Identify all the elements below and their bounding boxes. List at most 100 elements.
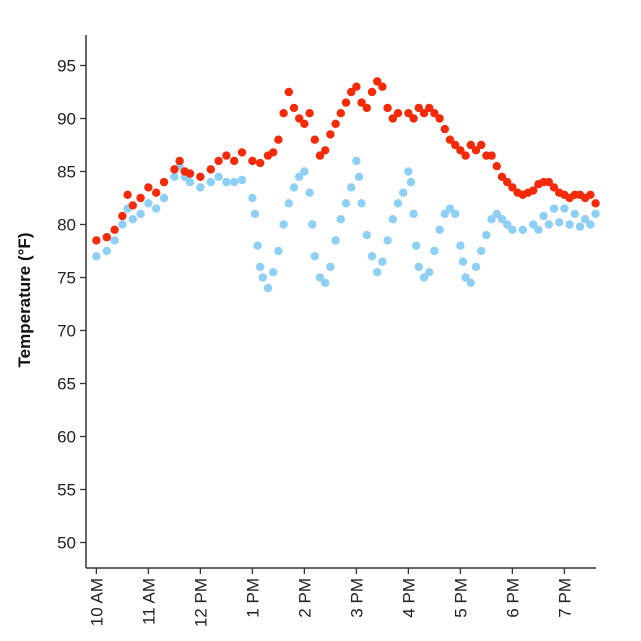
x-tick-label: 10 AM: [87, 578, 106, 626]
red-series-point: [237, 148, 247, 157]
x-tick-label: 11 AM: [139, 578, 158, 625]
red-series-point: [347, 87, 356, 97]
red-series-point: [295, 114, 304, 123]
blue-series-point: [305, 188, 314, 197]
y-tick-label: 60: [57, 428, 76, 447]
y-axis-ticks: 50 55 60 65 70 75 80 85 90 95: [57, 57, 86, 553]
y-tick-label: 70: [57, 322, 76, 341]
blue-series-point: [170, 172, 179, 181]
red-series-point: [471, 146, 481, 155]
blue-series-point: [222, 177, 231, 187]
red-series-point: [269, 148, 278, 157]
blue-series-point: [214, 172, 223, 181]
blue-series-point: [367, 252, 377, 261]
blue-series-point: [284, 199, 293, 208]
blue-series-point: [534, 225, 543, 234]
red-series-point: [110, 225, 119, 234]
blue-series-point: [279, 220, 288, 229]
blue-series-point: [487, 215, 496, 224]
blue-series-point: [440, 209, 449, 219]
red-series-point: [305, 109, 314, 118]
red-series-point: [321, 146, 330, 155]
red-series-point: [222, 151, 231, 160]
blue-series-point: [347, 183, 356, 192]
x-tick-label: 5 PM: [451, 578, 470, 618]
blue-series-point: [560, 204, 569, 213]
red-series-point: [175, 156, 184, 166]
red-series-point: [435, 114, 444, 123]
red-series-point: [92, 236, 101, 245]
y-tick-label: 55: [57, 481, 76, 500]
blue-series-point: [256, 262, 265, 272]
blue-series-point: [321, 278, 330, 287]
red-series-point: [331, 119, 340, 128]
blue-series-point: [477, 246, 486, 256]
red-series-point: [529, 186, 538, 195]
red-series-point: [274, 135, 283, 144]
red-series-point: [170, 165, 179, 174]
red-series: [92, 77, 600, 245]
blue-series-point: [383, 236, 392, 245]
blue-series-point: [544, 220, 553, 229]
red-series-point: [404, 109, 413, 118]
blue-series-point: [549, 204, 559, 213]
blue-series-point: [274, 246, 283, 256]
red-series-point: [409, 114, 418, 123]
x-tick-label: 1 PM: [243, 578, 262, 618]
blue-series: [92, 156, 600, 293]
blue-series-point: [458, 257, 468, 266]
blue-series-point: [362, 230, 371, 240]
blue-series-point: [357, 199, 366, 208]
red-series-point: [315, 151, 325, 160]
red-series-point: [279, 109, 288, 118]
blue-series-point: [237, 175, 247, 185]
red-series-point: [487, 151, 496, 160]
red-series-point: [378, 82, 387, 91]
red-series-point: [341, 98, 351, 107]
red-series-point: [152, 188, 161, 197]
red-series-point: [118, 211, 127, 221]
red-series-point: [357, 98, 366, 107]
blue-series-point: [435, 225, 444, 234]
blue-series-point: [529, 220, 538, 229]
blue-series-point: [326, 262, 335, 272]
red-series-point: [373, 77, 382, 86]
blue-series-point: [289, 183, 299, 192]
red-series-point: [549, 183, 559, 192]
red-series-point: [284, 87, 293, 97]
red-series-point: [383, 103, 392, 113]
blue-series-point: [110, 236, 119, 245]
red-series-point: [230, 156, 239, 166]
blue-series-point: [565, 220, 574, 229]
blue-series-point: [136, 209, 145, 219]
blue-series-point: [250, 209, 260, 219]
red-series-point: [123, 190, 132, 200]
blue-series-point: [388, 215, 397, 224]
blue-series-point: [575, 222, 585, 231]
red-series-point: [136, 193, 145, 203]
red-series-point: [185, 169, 195, 178]
blue-series-point: [425, 268, 434, 277]
blue-series-point: [456, 241, 465, 250]
blue-series-point: [144, 199, 153, 208]
blue-series-point: [412, 241, 421, 250]
red-series-point: [326, 130, 335, 139]
red-series-point: [362, 103, 371, 113]
y-tick-label: 50: [57, 534, 76, 553]
blue-series-point: [308, 220, 317, 229]
red-series-point: [159, 177, 169, 187]
red-series-point: [503, 177, 512, 187]
red-series-point: [289, 103, 299, 113]
blue-series-point: [92, 252, 101, 261]
x-tick-label: 6 PM: [503, 578, 522, 618]
red-series-point: [419, 109, 429, 118]
blue-series-point: [331, 236, 340, 245]
blue-series-point: [466, 278, 475, 287]
blue-series-point: [471, 262, 481, 272]
red-series-point: [451, 140, 460, 150]
blue-series-point: [263, 283, 273, 293]
blue-series-point: [248, 193, 257, 203]
red-series-point: [214, 156, 223, 166]
red-series-point: [300, 119, 309, 128]
red-series-point: [102, 233, 112, 242]
